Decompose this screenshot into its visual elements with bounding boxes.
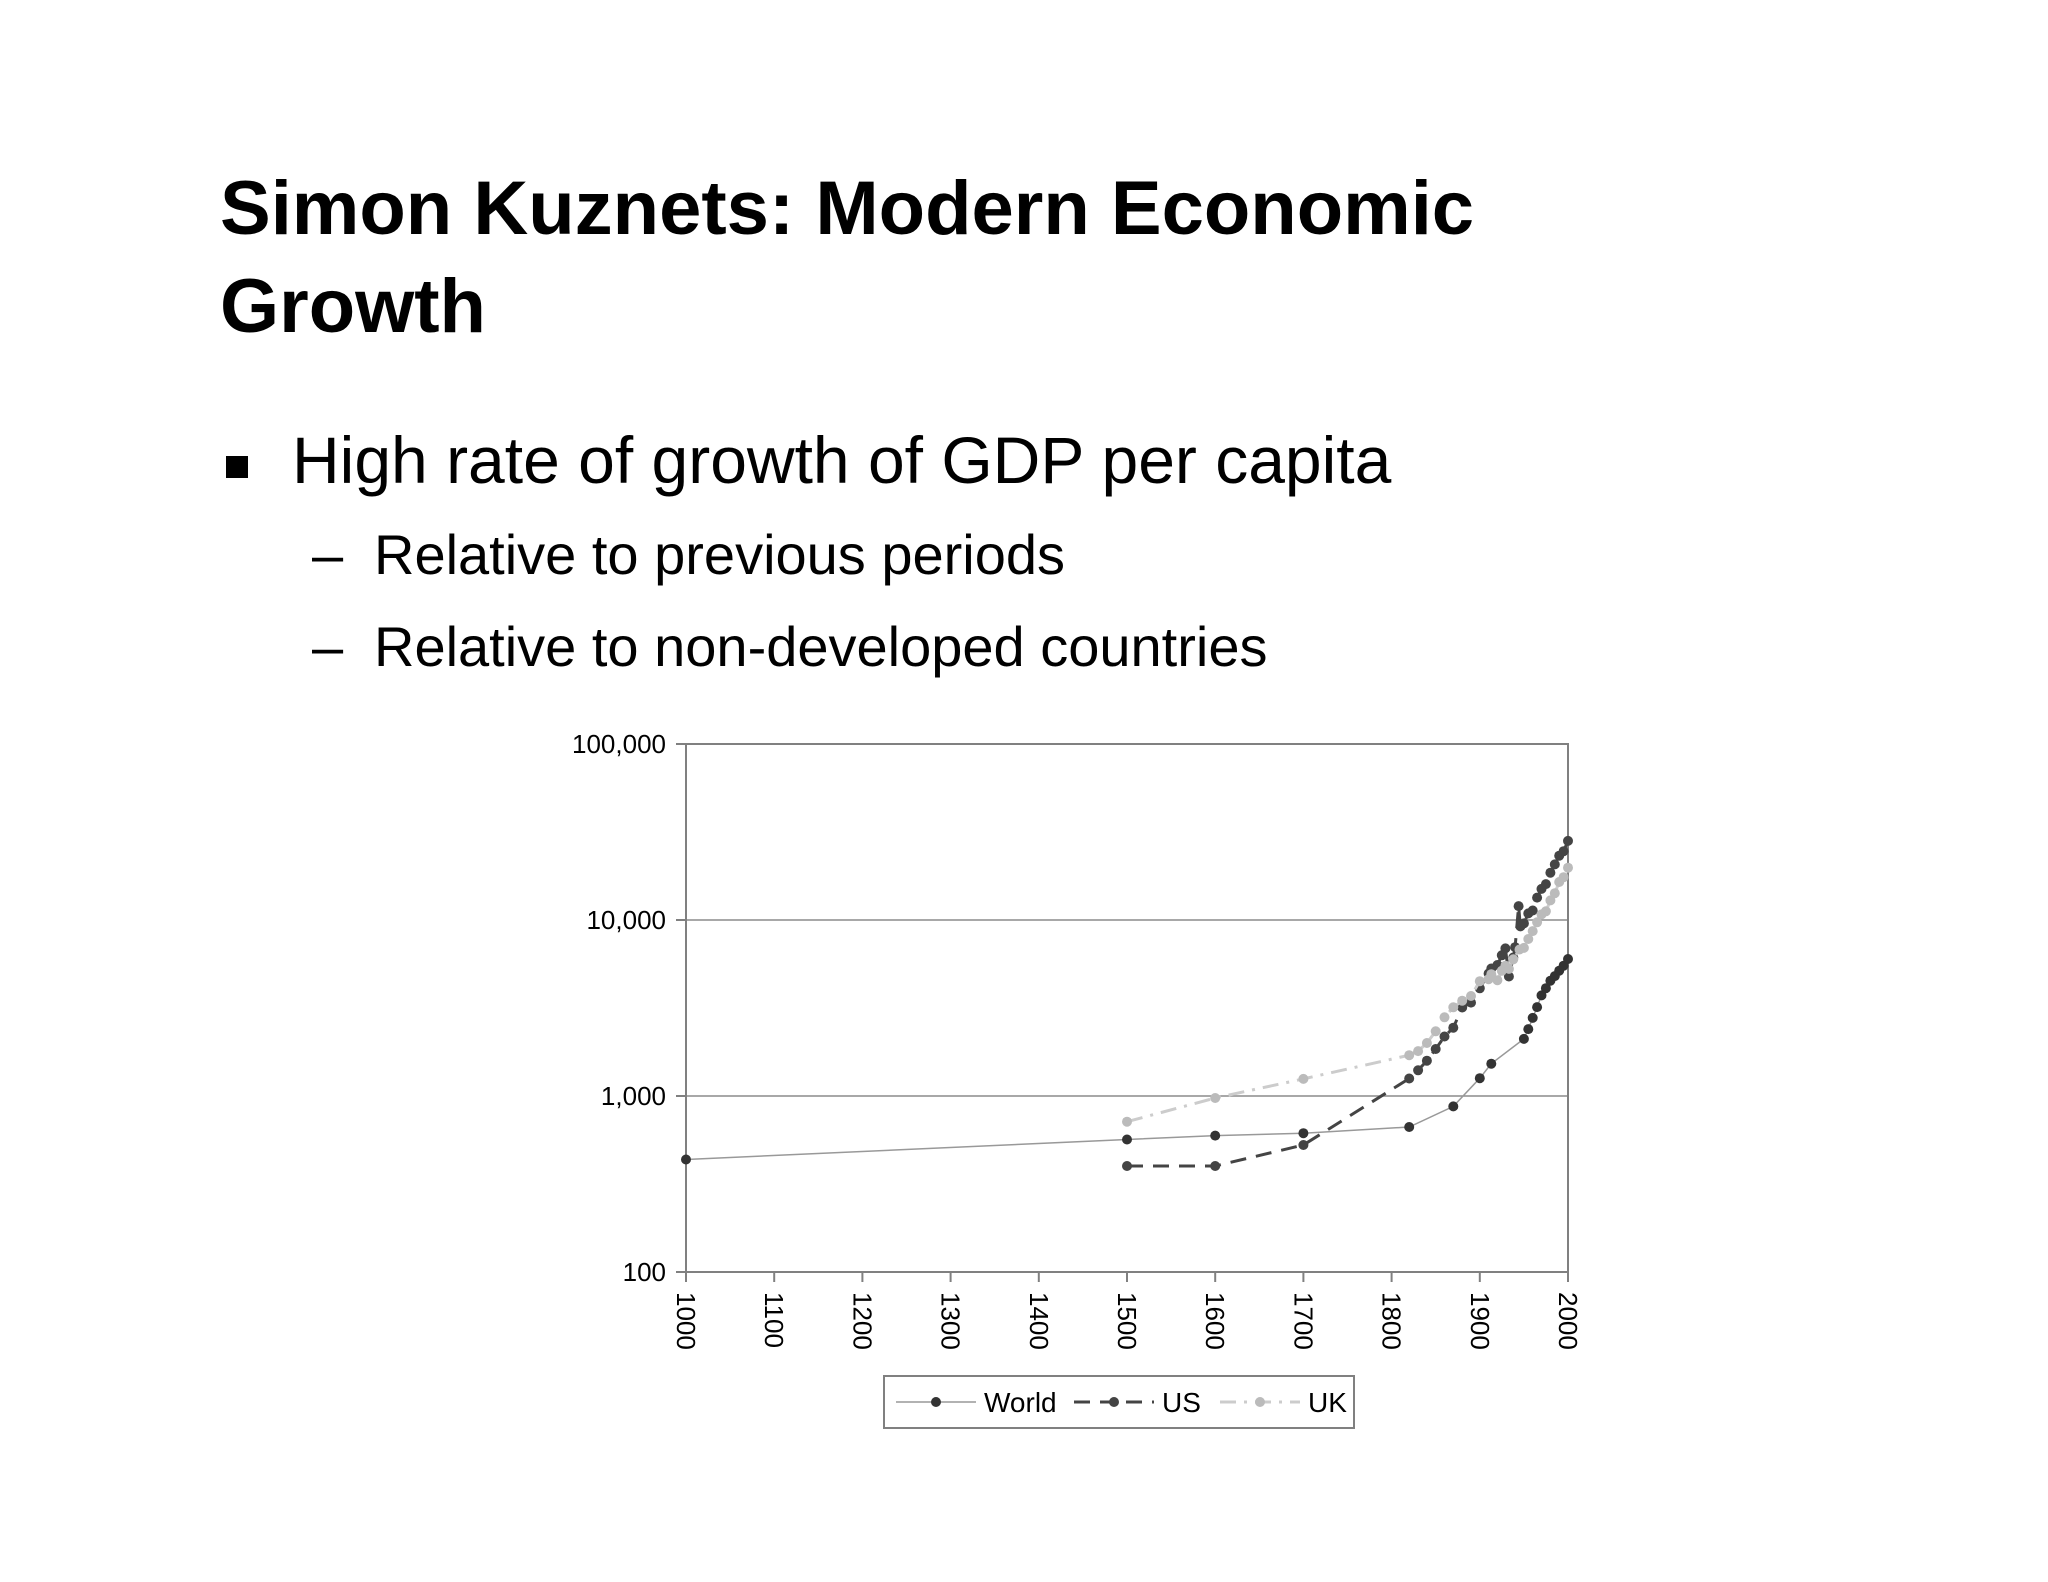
data-point-uk (1421, 1038, 1432, 1048)
x-tick-label: 1900 (1465, 1292, 1495, 1350)
data-point-uk (1474, 976, 1485, 987)
x-tick-label: 1300 (936, 1292, 966, 1350)
data-point-world (1540, 983, 1551, 994)
data-point-us (1545, 867, 1556, 878)
data-point-world (1404, 1122, 1415, 1132)
data-point-us (1558, 846, 1569, 857)
data-point-world (1563, 954, 1573, 964)
slide-title: Simon Kuznets: Modern Economic Growth (220, 166, 1475, 349)
data-point-uk (1413, 1046, 1424, 1057)
data-point-us (1448, 1022, 1459, 1033)
data-point-uk (1503, 963, 1514, 974)
data-point-uk (1298, 1073, 1309, 1084)
data-point-uk (1549, 888, 1560, 899)
x-tick-label: 1700 (1288, 1292, 1318, 1350)
data-point-world (1486, 1058, 1497, 1069)
x-tick-label: 1200 (847, 1292, 877, 1350)
data-point-uk (1545, 895, 1556, 906)
data-point-uk (1563, 862, 1573, 873)
data-point-uk (1486, 969, 1497, 980)
data-point-uk (1404, 1050, 1415, 1061)
data-point-world (1474, 1073, 1485, 1084)
data-point-world (1210, 1130, 1221, 1141)
legend-marker-uk (1255, 1397, 1265, 1407)
data-point-world (1122, 1134, 1132, 1145)
data-point-us (1540, 879, 1551, 890)
data-point-us (1518, 918, 1529, 929)
data-point-us (1122, 1161, 1132, 1171)
square-bullet-icon (226, 456, 248, 478)
data-point-us (1503, 971, 1514, 982)
plot-area (686, 744, 1568, 1272)
y-tick-label: 10,000 (586, 905, 666, 935)
data-point-world (1518, 1033, 1529, 1044)
data-point-world (1536, 990, 1547, 1001)
data-point-us (1210, 1161, 1221, 1171)
data-point-world (1532, 1002, 1543, 1013)
sub-bullet-text: Relative to non-developed countries (374, 615, 1268, 678)
legend-label-world: World (984, 1387, 1057, 1418)
x-tick-label: 1500 (1112, 1292, 1142, 1350)
x-tick-label: 1000 (671, 1292, 701, 1350)
legend-marker-us (1109, 1397, 1119, 1407)
data-point-us (1549, 859, 1560, 870)
data-point-uk (1492, 975, 1503, 986)
data-point-us (1500, 943, 1511, 954)
data-point-world (1527, 1012, 1538, 1023)
data-point-us (1421, 1055, 1432, 1066)
legend-marker-world (931, 1397, 941, 1407)
data-point-uk (1210, 1093, 1221, 1103)
data-point-uk (1448, 1002, 1459, 1013)
bullet-text: High rate of growth of GDP per capita (292, 423, 1392, 497)
data-point-world (1448, 1101, 1459, 1112)
data-point-us (1404, 1073, 1415, 1084)
dash-bullet-icon: – (312, 523, 344, 586)
data-point-uk (1532, 917, 1543, 928)
x-tick-label: 1600 (1200, 1292, 1230, 1350)
legend-label-us: US (1162, 1387, 1201, 1418)
data-point-uk (1540, 906, 1551, 917)
data-point-uk (1518, 942, 1529, 953)
sub-bullet-item: – Relative to previous periods (220, 520, 1820, 612)
data-point-us (1439, 1031, 1450, 1042)
data-point-uk (1558, 872, 1569, 883)
data-point-us (1532, 892, 1543, 903)
data-point-us (1563, 835, 1573, 846)
sub-bullet-item: – Relative to non-developed countries (220, 612, 1820, 704)
data-point-uk (1523, 934, 1534, 944)
x-tick-label: 1400 (1024, 1292, 1054, 1350)
data-point-world (681, 1154, 691, 1165)
data-point-uk (1527, 926, 1538, 937)
y-tick-label: 1,000 (601, 1081, 666, 1111)
data-point-uk (1430, 1026, 1441, 1037)
x-tick-label: 1800 (1377, 1292, 1407, 1350)
data-point-us (1527, 905, 1538, 916)
plot-border (685, 743, 1569, 1273)
data-point-uk (1122, 1116, 1132, 1127)
sub-bullet-text: Relative to previous periods (374, 523, 1066, 586)
data-point-world (1523, 1024, 1534, 1035)
data-point-us (1298, 1140, 1309, 1150)
data-point-us (1413, 1065, 1424, 1076)
dash-bullet-icon: – (312, 615, 344, 678)
data-point-uk (1508, 954, 1519, 965)
bullet-list: High rate of growth of GDP per capita – … (220, 420, 1820, 704)
legend-label-uk: UK (1308, 1387, 1347, 1418)
data-point-us (1430, 1044, 1441, 1054)
y-tick-label: 100,000 (572, 729, 666, 759)
data-point-uk (1466, 991, 1476, 1001)
data-point-us (1513, 901, 1524, 912)
x-tick-label: 1100 (759, 1292, 789, 1348)
y-tick-label: 100 (623, 1257, 666, 1287)
data-point-world (1298, 1128, 1309, 1139)
data-point-uk (1439, 1012, 1450, 1023)
data-point-uk (1457, 995, 1468, 1006)
x-tick-label: 2000 (1553, 1292, 1583, 1350)
bullet-item: High rate of growth of GDP per capita (220, 420, 1820, 520)
